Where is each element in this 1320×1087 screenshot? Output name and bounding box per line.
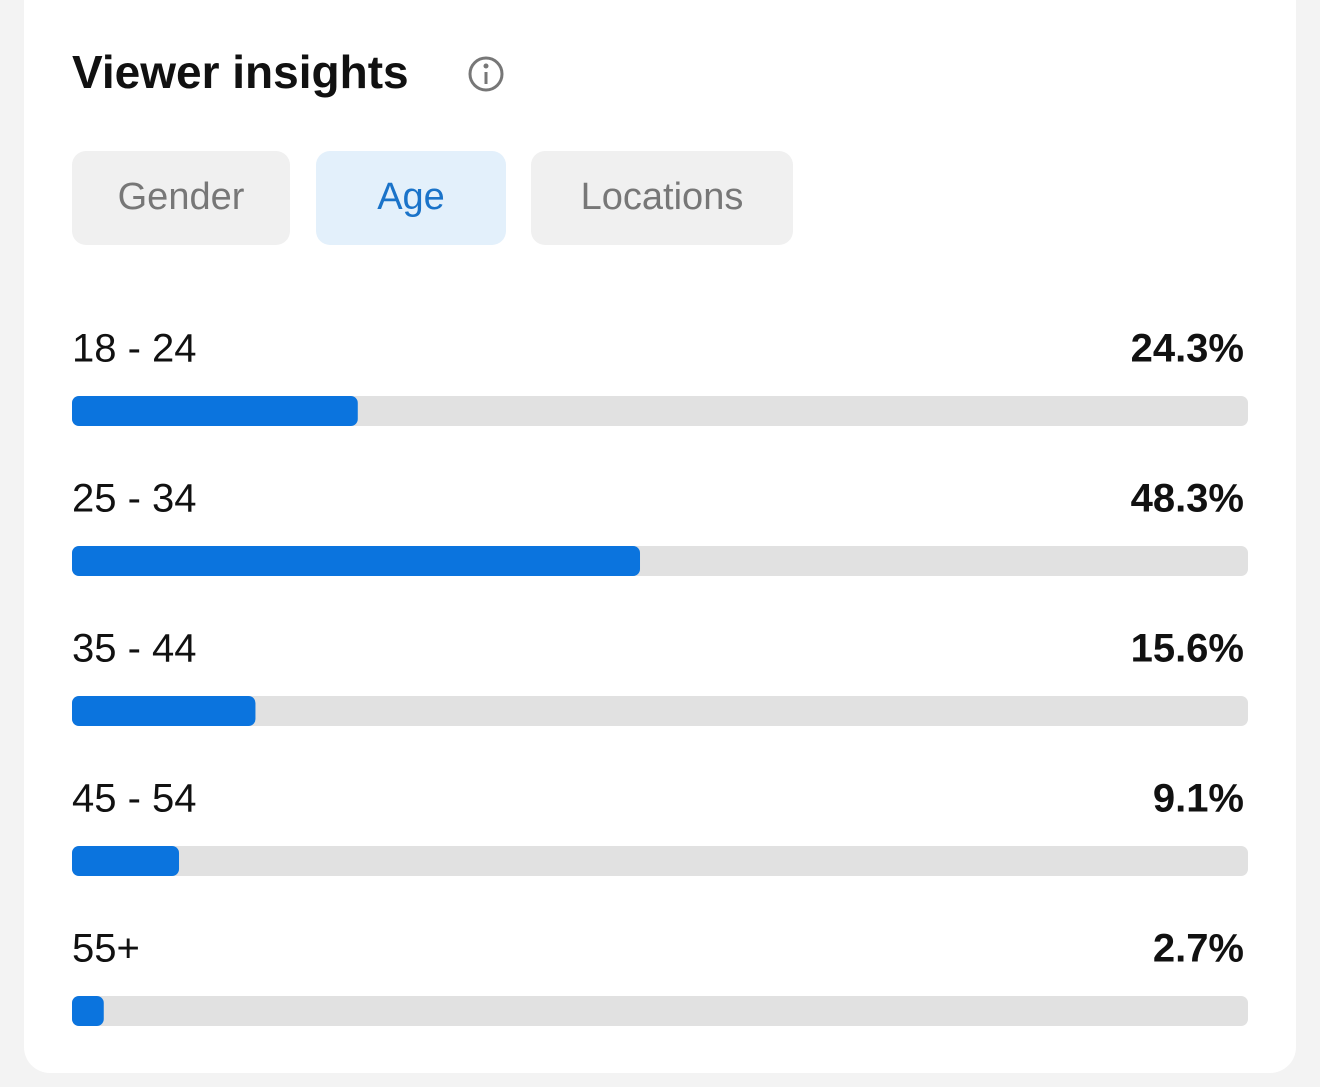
bar-track: [72, 996, 1248, 1026]
value-label: 48.3%: [1131, 477, 1244, 521]
tab-label[interactable]: Locations: [581, 176, 744, 218]
info-icon[interactable]: [468, 56, 504, 92]
value-label: 9.1%: [1153, 777, 1244, 821]
value-label: 2.7%: [1153, 927, 1244, 971]
category-label: 55+: [72, 927, 140, 971]
card: [24, 0, 1296, 1073]
value-label: 15.6%: [1131, 627, 1244, 671]
value-label: 24.3%: [1131, 327, 1244, 371]
bar: [72, 996, 104, 1026]
tab-label[interactable]: Age: [377, 176, 445, 218]
bar: [72, 546, 641, 576]
category-label: 45 - 54: [72, 777, 197, 821]
tab[interactable]: [531, 151, 793, 245]
bar: [72, 696, 256, 726]
bar: [72, 846, 180, 876]
category-label: 18 - 24: [72, 327, 197, 371]
category-label: 25 - 34: [72, 477, 197, 521]
tab[interactable]: [316, 151, 506, 245]
category-label: 35 - 44: [72, 627, 197, 671]
card-title: Viewer insights: [72, 46, 409, 98]
bar-track: [72, 396, 1248, 426]
bar-track: [72, 846, 1248, 876]
bar-track: [72, 696, 1248, 726]
tab[interactable]: [72, 151, 290, 245]
bar: [72, 396, 358, 426]
tab-label[interactable]: Gender: [118, 176, 245, 218]
